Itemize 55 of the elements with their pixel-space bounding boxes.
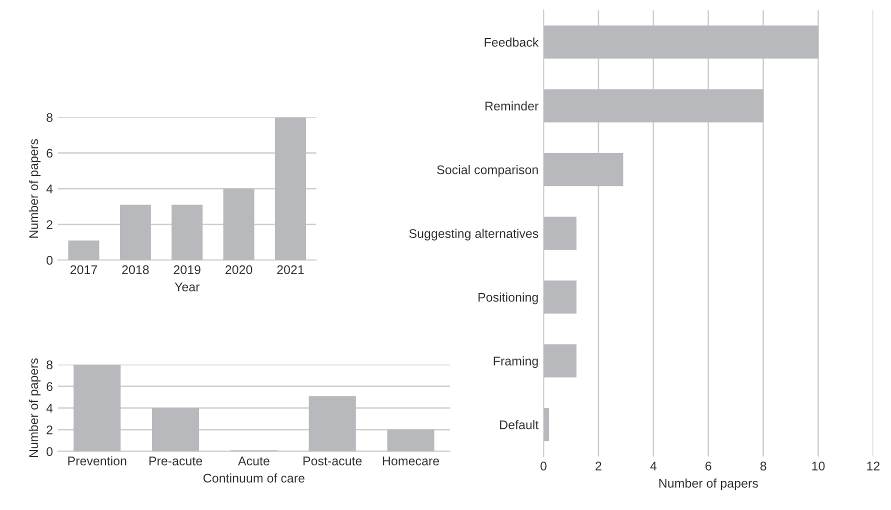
- bar: [152, 408, 200, 452]
- x-tick-label: 2020: [226, 265, 252, 274]
- x-tick-label: 2021: [277, 265, 304, 274]
- y-tick-label: 6: [46, 148, 53, 158]
- y-tick-label: 0: [46, 447, 53, 456]
- x-tick-label: Post-acute: [303, 456, 362, 466]
- bar: [544, 408, 550, 442]
- y-tick-label: 0: [46, 256, 53, 265]
- bar: [223, 188, 254, 260]
- y-axis-title: Number of papers: [28, 139, 41, 238]
- x-tick-label: Prevention: [68, 456, 126, 466]
- bar: [544, 153, 624, 186]
- y-tick-label: Suggesting alternatives: [409, 228, 538, 240]
- y-tick-label: 4: [46, 184, 53, 194]
- x-tick-label: 10: [812, 462, 825, 470]
- x-tick-label: Homecare: [382, 456, 440, 466]
- y-tick-label: 8: [46, 113, 53, 122]
- y-tick-label: 6: [46, 382, 53, 391]
- x-tick-label: 2: [596, 462, 602, 470]
- bar: [74, 364, 121, 452]
- bar: [274, 117, 306, 260]
- bar: [68, 240, 100, 260]
- x-tick-label: Acute: [238, 456, 270, 466]
- x-tick-label: 2017: [70, 265, 98, 274]
- bar: [544, 89, 764, 122]
- bar: [172, 204, 203, 260]
- y-tick-label: Reminder: [485, 101, 538, 110]
- x-tick-label: 4: [650, 462, 657, 470]
- bar: [544, 344, 576, 378]
- x-tick-label: 8: [760, 462, 766, 470]
- y-tick-label: 2: [46, 425, 52, 434]
- x-tick-label: 2018: [122, 265, 149, 274]
- bar: [544, 216, 576, 250]
- x-tick-label: 0: [540, 462, 546, 470]
- y-tick-label: Positioning: [478, 292, 538, 304]
- bar: [544, 280, 576, 314]
- y-tick-label: Default: [500, 420, 539, 430]
- y-tick-label: 2: [46, 220, 52, 229]
- bar: [544, 26, 818, 59]
- x-tick-label: Pre-acute: [149, 456, 202, 466]
- y-axis-title: Number of papers: [28, 358, 41, 457]
- bar: [120, 204, 151, 260]
- y-tick-label: Framing: [494, 356, 538, 368]
- x-tick-label: 6: [706, 462, 712, 470]
- y-tick-label: Social comparison: [437, 165, 538, 177]
- x-tick-label: 2019: [174, 265, 200, 274]
- x-axis-title: Continuum of care: [204, 473, 304, 483]
- y-tick-label: 8: [46, 360, 53, 370]
- x-axis-title: Number of papers: [659, 478, 758, 490]
- bar: [387, 430, 434, 452]
- y-tick-label: 4: [46, 404, 53, 413]
- x-axis-title: Year: [174, 282, 200, 292]
- bar: [308, 396, 356, 452]
- y-tick-label: Feedback: [484, 38, 539, 47]
- x-tick-label: 12: [867, 462, 880, 470]
